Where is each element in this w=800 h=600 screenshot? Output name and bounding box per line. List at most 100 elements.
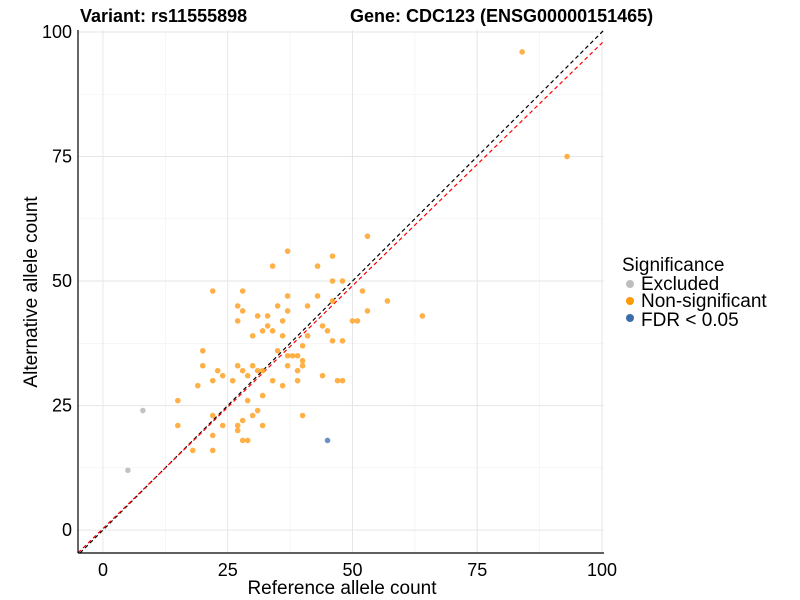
point-non-significant (175, 397, 181, 404)
point-non-significant (254, 313, 261, 319)
point-non-significant (264, 313, 271, 319)
point-non-significant (329, 253, 336, 259)
point-non-significant (249, 412, 256, 419)
point-non-significant (209, 288, 216, 294)
point-non-significant (284, 248, 291, 254)
point-excluded (125, 467, 131, 474)
point-non-significant (209, 377, 216, 384)
point-non-significant (189, 447, 196, 454)
point-non-significant (359, 288, 366, 294)
point-non-significant (339, 338, 346, 344)
point-non-significant (229, 377, 236, 384)
legend-marker-fdr (626, 314, 634, 322)
x-tick-label: 0 (98, 560, 108, 580)
point-non-significant (239, 367, 246, 374)
point-non-significant (249, 362, 256, 369)
point-non-significant (319, 372, 326, 379)
point-non-significant (269, 328, 276, 334)
point-non-significant (564, 153, 570, 160)
point-non-significant (519, 49, 525, 55)
point-non-significant (234, 427, 241, 434)
point-non-significant (279, 382, 286, 389)
point-non-significant (419, 313, 426, 319)
point-non-significant (319, 323, 326, 329)
point-non-significant (234, 362, 241, 369)
point-non-significant (239, 417, 246, 424)
y-tick-label: 0 (62, 520, 72, 540)
title-gene: Gene: CDC123 (ENSG00000151465) (350, 6, 653, 26)
tick-labels: 0 25 50 75 100 0 25 50 75 100 (42, 22, 617, 580)
point-non-significant (284, 308, 291, 314)
identity-line (79, 29, 605, 554)
point-non-significant (244, 397, 251, 404)
x-tick-label: 75 (467, 560, 487, 580)
point-non-significant (364, 308, 371, 314)
point-non-significant (274, 347, 281, 354)
y-axis-title: Alternative allele count (21, 196, 42, 388)
point-non-significant (284, 362, 291, 369)
point-non-significant (354, 318, 361, 324)
point-non-significant (219, 372, 226, 379)
point-non-significant (304, 333, 311, 339)
point-non-significant (219, 422, 226, 429)
point-non-significant (384, 298, 391, 304)
point-non-significant (194, 382, 201, 389)
point-non-significant (209, 412, 216, 419)
title-variant: Variant: rs11555898 (80, 6, 247, 26)
point-non-significant (299, 357, 306, 364)
legend: Significance Excluded Non-significant FD… (622, 255, 767, 331)
y-tick-label: 100 (42, 22, 72, 42)
point-non-significant (339, 278, 346, 284)
point-non-significant (234, 303, 241, 309)
x-tick-label: 25 (218, 560, 238, 580)
point-non-significant (239, 437, 246, 444)
point-non-significant (299, 342, 306, 349)
x-axis-title: Reference allele count (247, 578, 437, 599)
point-non-significant (214, 367, 221, 374)
point-non-significant (304, 303, 311, 309)
reference-lines (77, 29, 605, 554)
point-non-significant (284, 293, 291, 299)
legend-label-fdr: FDR < 0.05 (641, 310, 739, 331)
point-non-significant (299, 412, 306, 419)
point-non-significant (175, 422, 181, 429)
point-non-significant (329, 298, 336, 304)
data-points (125, 49, 570, 474)
gridlines (78, 30, 604, 553)
legend-label-non-significant: Non-significant (641, 291, 767, 312)
point-non-significant (209, 447, 216, 454)
point-non-significant (259, 328, 266, 334)
point-non-significant (244, 437, 251, 444)
point-non-significant (264, 323, 271, 329)
point-non-significant (259, 422, 266, 429)
y-tick-label: 50 (52, 271, 72, 291)
point-non-significant (234, 422, 241, 429)
point-non-significant (274, 303, 281, 309)
point-non-significant (239, 308, 246, 314)
point-non-significant (244, 372, 251, 379)
point-non-significant (299, 362, 306, 369)
point-non-significant (294, 367, 301, 374)
y-tick-label: 25 (52, 396, 72, 416)
point-non-significant (279, 333, 286, 339)
point-non-significant (314, 293, 321, 299)
point-non-significant (234, 318, 241, 324)
legend-label-excluded: Excluded (641, 274, 719, 295)
point-non-significant (269, 263, 276, 269)
point-non-significant (269, 377, 276, 384)
x-tick-label: 100 (587, 560, 617, 580)
point-non-significant (289, 352, 296, 359)
point-non-significant (314, 263, 321, 269)
point-non-significant (294, 377, 301, 384)
legend-marker-excluded (626, 280, 634, 288)
point-non-significant (209, 432, 216, 439)
legend-marker-non-significant (626, 297, 634, 305)
point-non-significant (199, 362, 206, 369)
point-non-significant (254, 367, 261, 374)
point-excluded (140, 407, 146, 414)
point-non-significant (329, 278, 336, 284)
point-non-significant (199, 347, 206, 354)
point-fdr-0-05 (324, 437, 331, 444)
point-non-significant (279, 318, 286, 324)
